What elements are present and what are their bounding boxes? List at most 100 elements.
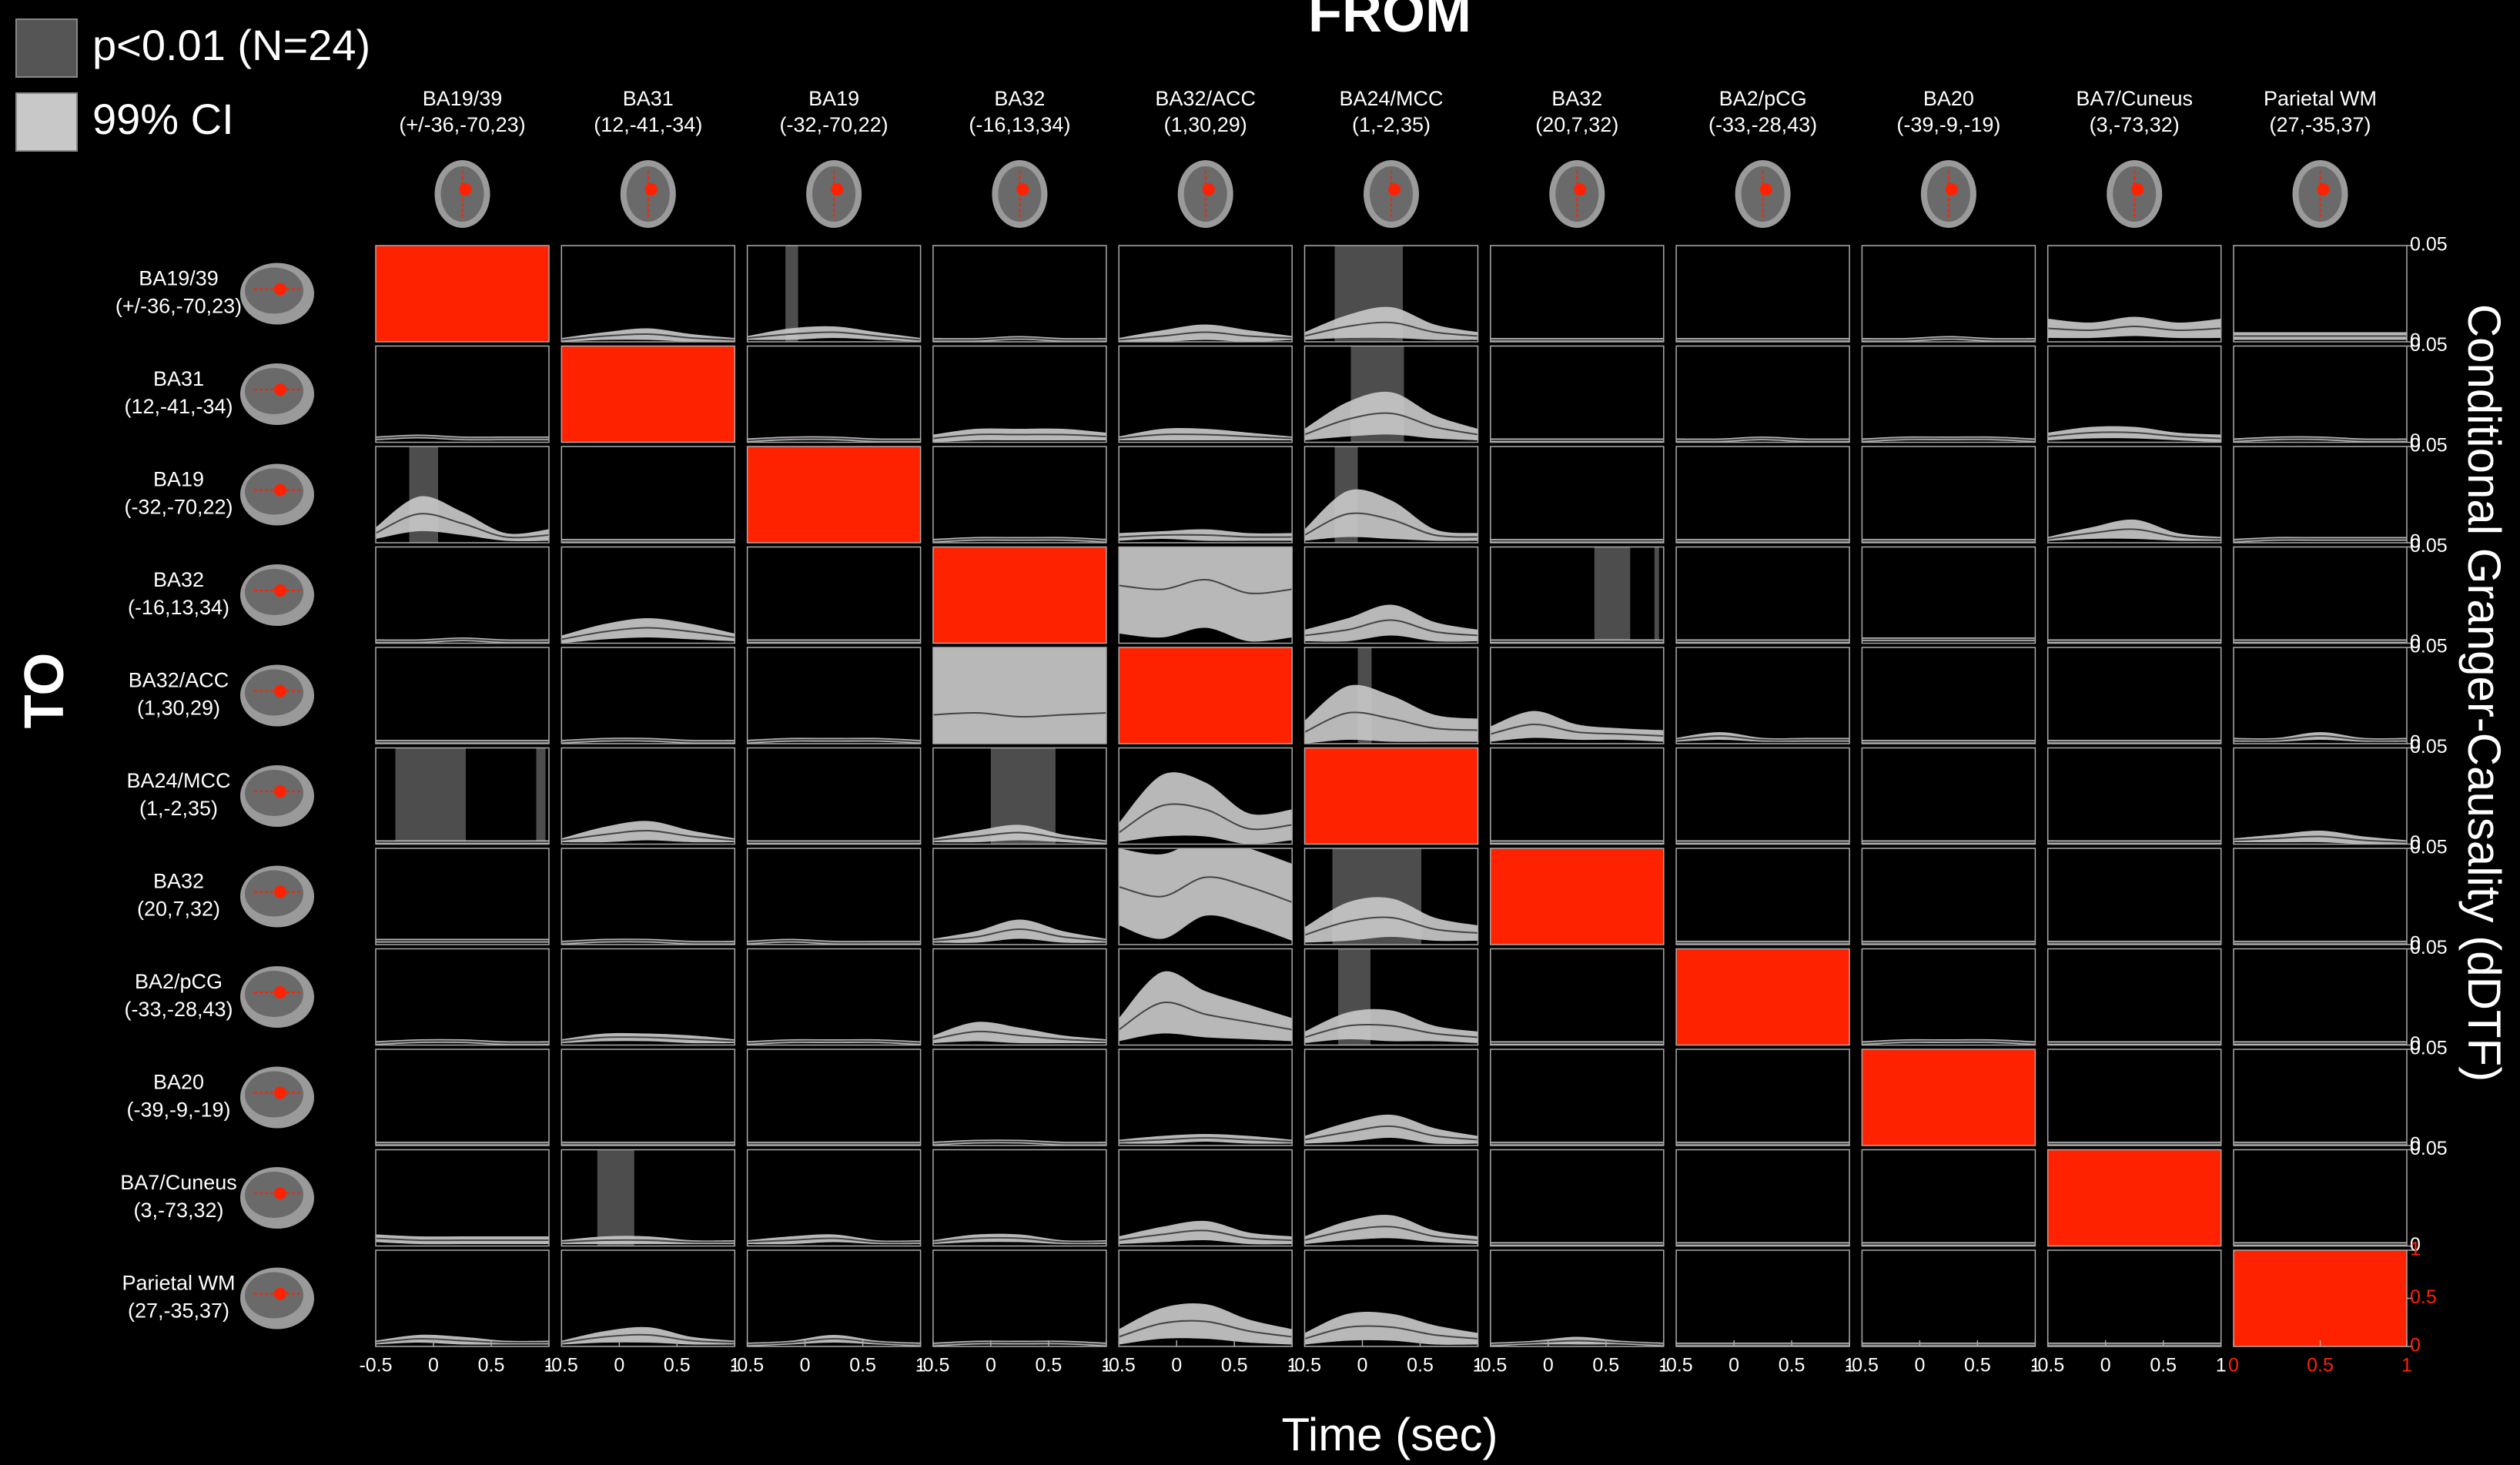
x-tick-label: 0.5 [1036, 1355, 1063, 1376]
legend-swatch [16, 19, 77, 77]
brain-icon [435, 160, 490, 228]
y-tick-label: 0.05 [2410, 1138, 2448, 1159]
x-tick-label: 0 [614, 1355, 624, 1376]
cell [1119, 531, 1292, 641]
brain-icon [992, 160, 1047, 228]
row-region-coords: (+/-36,-70,23) [115, 295, 242, 318]
cell [561, 346, 735, 443]
brain-inner [245, 971, 303, 1017]
row-region-name: BA31 [153, 367, 204, 390]
row-region-name: BA32/ACC [129, 669, 229, 692]
x-tick-label: -0.5 [1288, 1355, 1321, 1376]
brain-marker [460, 183, 472, 196]
x-tick-label: 0.5 [1221, 1355, 1248, 1376]
brain-icon [240, 1067, 314, 1129]
brain-inner [245, 1172, 303, 1218]
column-region-name: BA7/Cuneus [2076, 87, 2193, 110]
cell [1491, 848, 1664, 945]
legend-label: p<0.01 (N=24) [92, 21, 370, 69]
column-region-coords: (-33,-28,43) [1708, 113, 1817, 136]
column-region-name: BA31 [623, 87, 674, 110]
brain-icon [2293, 160, 2348, 228]
column-region-name: BA20 [1923, 87, 1974, 110]
row-region-coords: (3,-73,32) [133, 1199, 223, 1222]
self-cell [1862, 1049, 2035, 1146]
brain-marker [274, 383, 286, 396]
brain-inner [245, 770, 303, 816]
x-tick-label: -0.5 [2031, 1355, 2064, 1376]
brain-icon [240, 765, 314, 827]
x-tick-label: 0 [1357, 1355, 1368, 1376]
significance-region [1595, 547, 1631, 644]
y-tick-label: 0.05 [2410, 535, 2448, 557]
column-region-coords: (-16,13,34) [969, 113, 1070, 136]
row-region-name: BA32 [153, 568, 204, 591]
cell [1862, 637, 2035, 641]
brain-marker [274, 283, 286, 296]
cell [933, 547, 1106, 644]
significance-region [785, 246, 798, 342]
y-axis-title: Conditional Granger-Causality (dDTF) [2458, 304, 2510, 1082]
brain-marker [274, 1087, 286, 1099]
x-tick-label: 0 [800, 1355, 811, 1376]
cell [2234, 1250, 2407, 1346]
cell [1305, 748, 1478, 845]
row-region-coords: (20,7,32) [137, 898, 220, 921]
brain-marker [274, 986, 286, 998]
figure: FROM TO Time (sec) Conditional Granger-C… [0, 0, 2520, 1465]
row-region-name: BA32 [153, 870, 204, 893]
x-tick-label: 0.5 [1779, 1355, 1805, 1376]
ci-band [1119, 531, 1292, 641]
significance-region [597, 1150, 634, 1246]
brain-inner [245, 871, 303, 917]
x-tick-label: 0.5 [1592, 1355, 1619, 1376]
self-cell [1676, 949, 1849, 1045]
brain-marker [1760, 183, 1772, 196]
brain-inner [245, 670, 303, 716]
x-tick-label: 0 [2228, 1355, 2239, 1376]
row-region-coords: (1,30,29) [137, 697, 220, 720]
cell [376, 939, 549, 943]
brain-inner [245, 368, 303, 414]
column-region-name: BA2/pCG [1719, 87, 1807, 110]
brain-icon [2107, 160, 2162, 228]
row-region-coords: (-32,-70,22) [124, 496, 233, 519]
brain-marker [274, 886, 286, 898]
column-region-coords: (3,-73,32) [2090, 113, 2180, 136]
column-region-name: BA24/MCC [1339, 87, 1443, 110]
y-tick-label: 0.05 [2410, 736, 2448, 758]
x-tick-label: -0.5 [1660, 1355, 1693, 1376]
brain-icon [1735, 160, 1791, 228]
self-cell [2048, 1150, 2221, 1246]
x-tick-label: 0.5 [2307, 1355, 2334, 1376]
row-region-name: BA19/39 [139, 267, 219, 290]
legend-label: 99% CI [92, 95, 234, 143]
x-tick-label: 0 [1171, 1355, 1182, 1376]
self-cell [748, 447, 921, 543]
column-region-name: BA19 [808, 87, 859, 110]
brain-marker [274, 1288, 286, 1300]
y-tick-label: 0.05 [2410, 636, 2448, 657]
x-axis-title: Time (sec) [1281, 1409, 1498, 1460]
column-region-coords: (1,-2,35) [1352, 113, 1431, 136]
column-region-name: BA32/ACC [1155, 87, 1256, 110]
brain-marker [1946, 183, 1958, 196]
self-cell [933, 547, 1106, 644]
brain-marker [274, 484, 286, 497]
x-tick-label: 0 [428, 1355, 439, 1376]
significance-region [537, 748, 546, 845]
brain-icon [1364, 160, 1419, 228]
column-region-coords: (-32,-70,22) [780, 113, 889, 136]
self-cell [376, 246, 549, 342]
x-tick-label: 0 [1543, 1355, 1554, 1376]
brain-marker [1574, 183, 1586, 196]
brain-marker [274, 1187, 286, 1199]
self-cell [2234, 1250, 2407, 1346]
x-tick-label: 0.5 [849, 1355, 876, 1376]
cell [2048, 1150, 2221, 1246]
self-cell [1119, 647, 1292, 744]
x-tick-label: -0.5 [1846, 1355, 1879, 1376]
cell [1862, 1049, 2035, 1146]
x-tick-label: -0.5 [731, 1355, 764, 1376]
column-region-name: BA19/39 [423, 87, 503, 110]
